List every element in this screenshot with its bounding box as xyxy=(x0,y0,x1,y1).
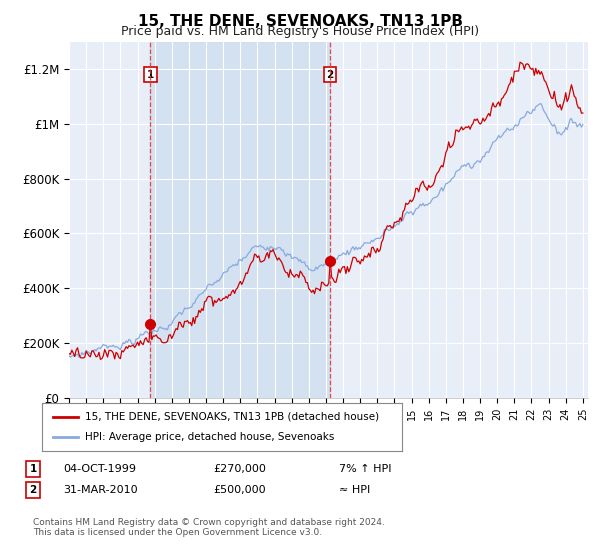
Text: 1: 1 xyxy=(29,464,37,474)
Text: 15, THE DENE, SEVENOAKS, TN13 1PB (detached house): 15, THE DENE, SEVENOAKS, TN13 1PB (detac… xyxy=(85,412,379,422)
Text: HPI: Average price, detached house, Sevenoaks: HPI: Average price, detached house, Seve… xyxy=(85,432,335,442)
Text: 7% ↑ HPI: 7% ↑ HPI xyxy=(339,464,391,474)
Bar xyxy=(151,42,330,398)
Text: 1: 1 xyxy=(147,70,154,80)
Text: 31-MAR-2010: 31-MAR-2010 xyxy=(63,485,137,495)
Text: 2: 2 xyxy=(326,70,334,80)
Text: Price paid vs. HM Land Registry's House Price Index (HPI): Price paid vs. HM Land Registry's House … xyxy=(121,25,479,38)
Text: 15, THE DENE, SEVENOAKS, TN13 1PB: 15, THE DENE, SEVENOAKS, TN13 1PB xyxy=(137,14,463,29)
Text: Contains HM Land Registry data © Crown copyright and database right 2024.
This d: Contains HM Land Registry data © Crown c… xyxy=(33,518,385,538)
Text: £270,000: £270,000 xyxy=(213,464,266,474)
Text: £500,000: £500,000 xyxy=(213,485,266,495)
Text: 2: 2 xyxy=(29,485,37,495)
Text: 04-OCT-1999: 04-OCT-1999 xyxy=(63,464,136,474)
Text: ≈ HPI: ≈ HPI xyxy=(339,485,370,495)
